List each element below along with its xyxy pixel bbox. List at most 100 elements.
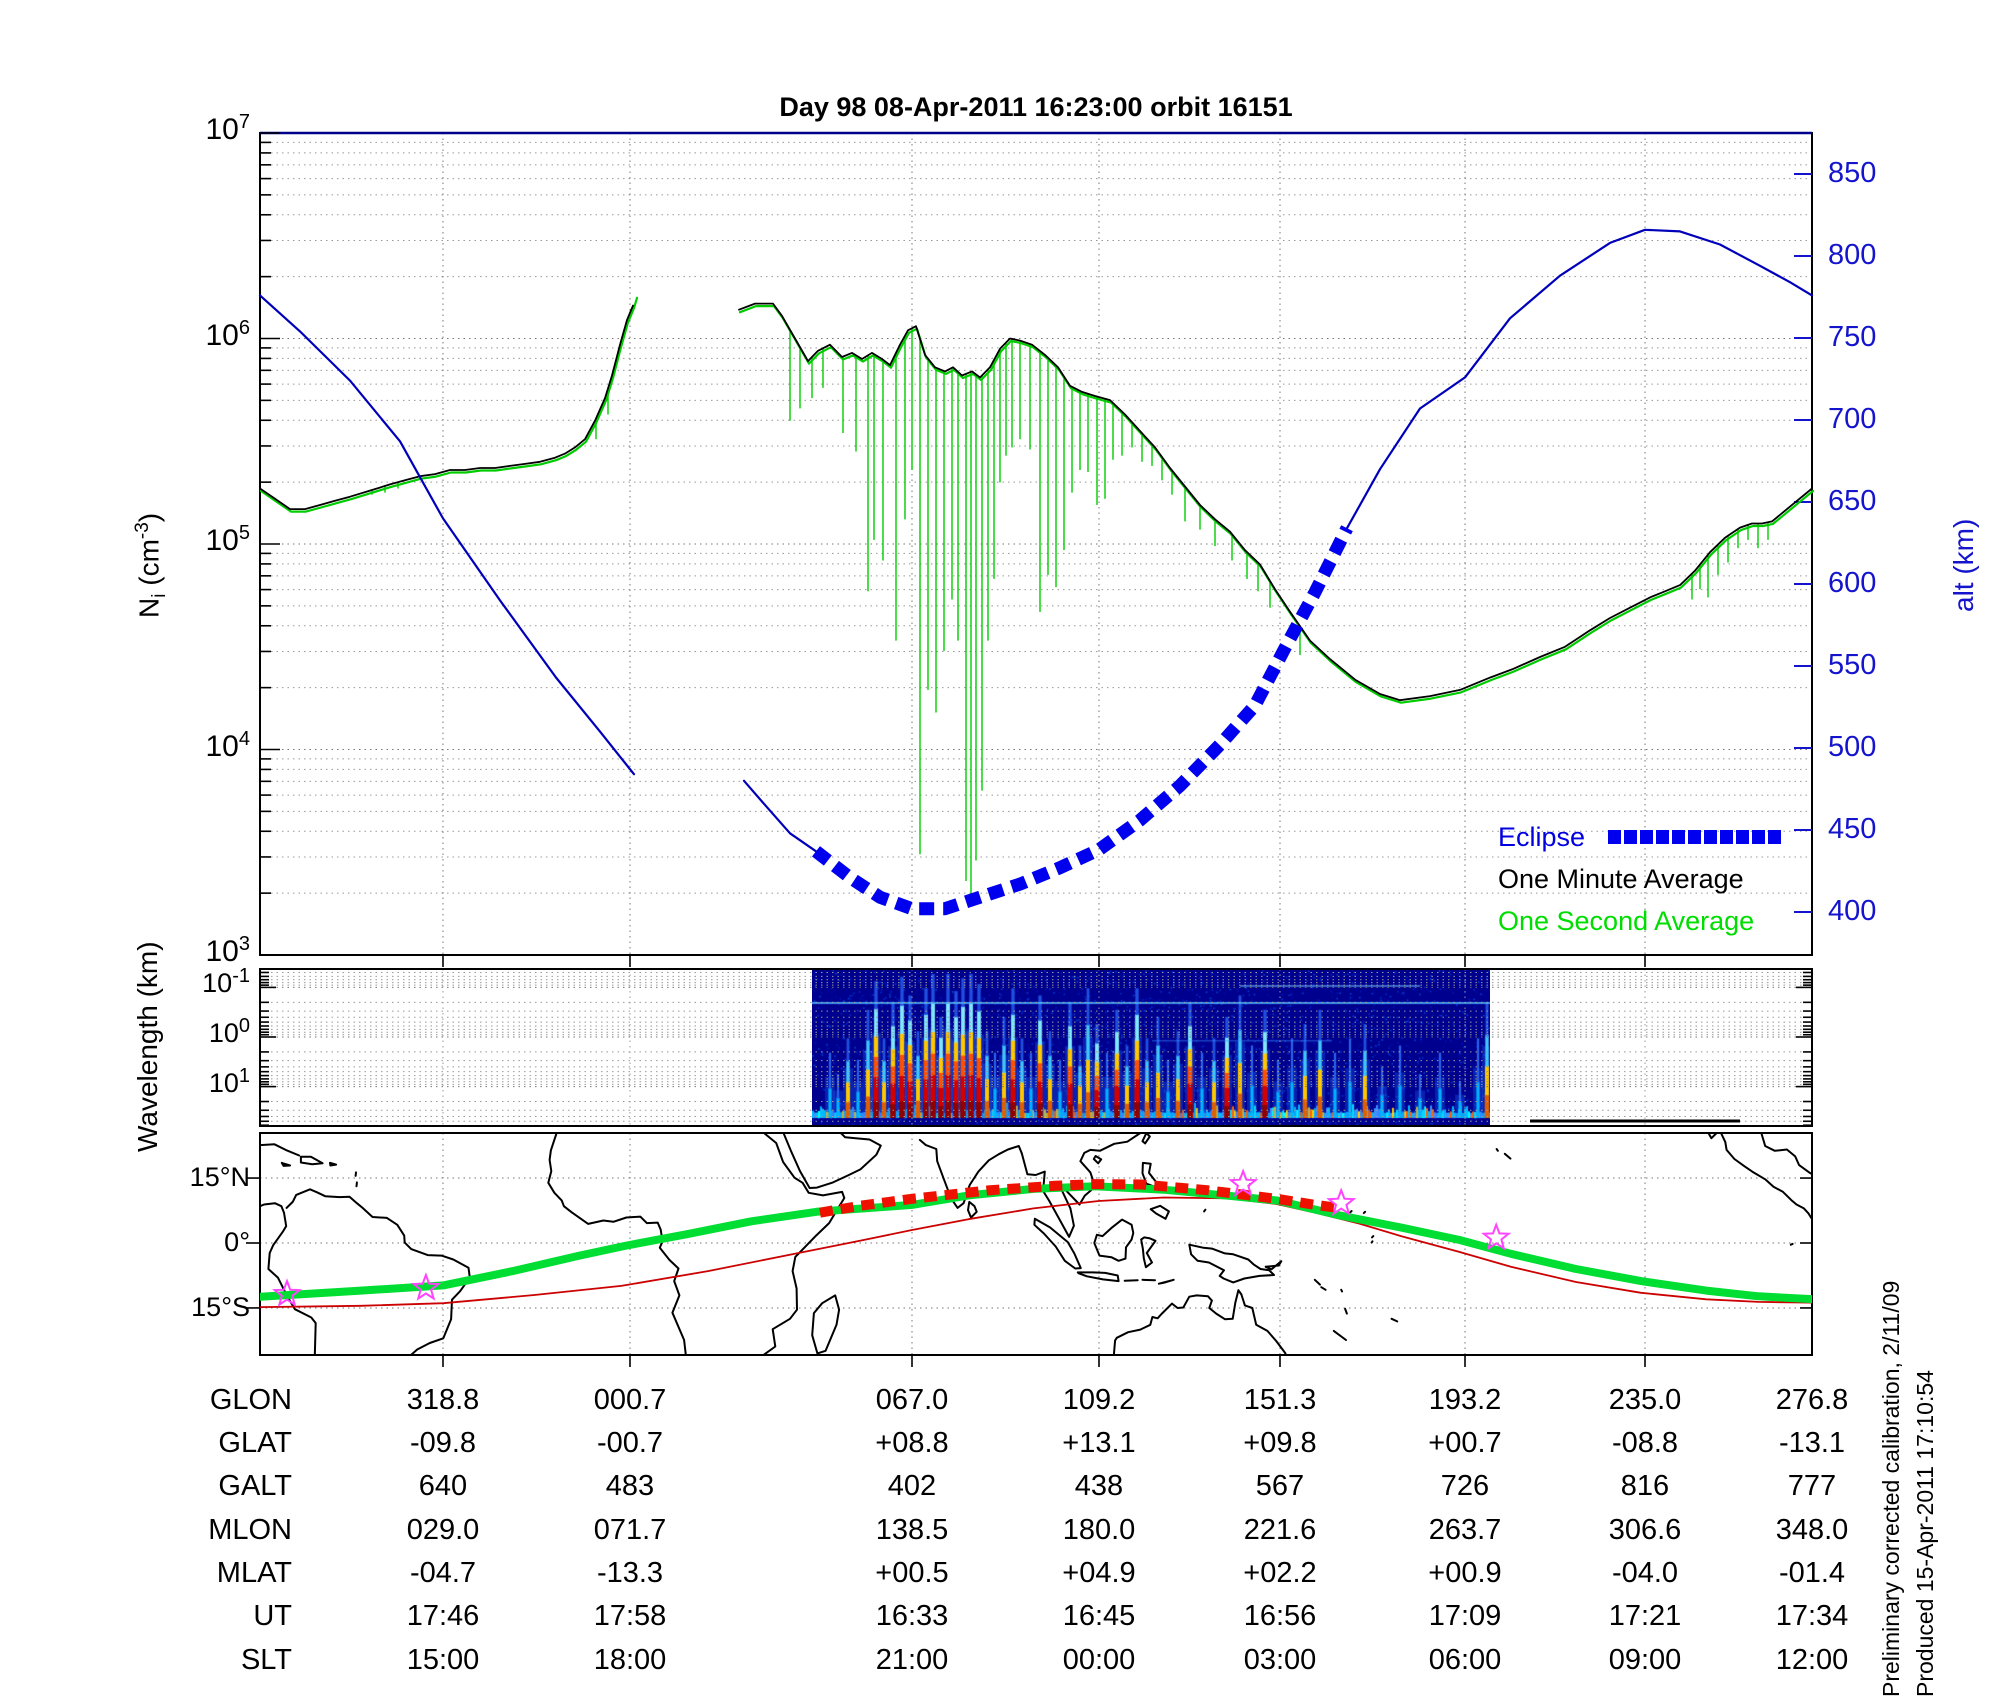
coastline (1141, 1133, 1151, 1145)
coastline (1503, 1152, 1512, 1160)
table-cell-GALT-6: 726 (1440, 1470, 1490, 1502)
table-cell-GLAT-5: +09.8 (1243, 1427, 1317, 1459)
table-row-label-UT: UT (253, 1600, 292, 1632)
table-row-label-SLT: SLT (240, 1644, 292, 1676)
coastline (1123, 1279, 1139, 1282)
table-cell-SLT-5: 03:00 (1243, 1644, 1317, 1676)
table-cell-MLON-6: 263.7 (1428, 1514, 1502, 1546)
spectrogram-canvas (812, 970, 1490, 1125)
coastline (1140, 1236, 1157, 1269)
map-lat-label-15°N: 15°N (189, 1162, 250, 1193)
ni-one-second-spikes (371, 328, 1769, 900)
left-axis-tick-10e4: 104 (205, 727, 251, 763)
coastline (1720, 1133, 1812, 1221)
table-cell-MLAT-6: +00.9 (1428, 1557, 1502, 1589)
orbit-star-marker (1481, 1221, 1512, 1251)
table-cell-GALT-7: 816 (1620, 1470, 1670, 1502)
coastline (1264, 1260, 1283, 1271)
altitude-curve-post (1345, 228, 1814, 530)
table-row-label-MLAT: MLAT (216, 1557, 292, 1589)
table-cell-GLON-4: 109.2 (1062, 1384, 1136, 1416)
table-cell-GALT-8: 777 (1787, 1470, 1837, 1502)
table-cell-GALT-1: 640 (418, 1470, 468, 1502)
ni-one-minute-average-wrap (259, 304, 634, 510)
left-axis-tick-10e7: 107 (205, 111, 251, 146)
table-cell-SLT-7: 09:00 (1608, 1644, 1682, 1676)
coastline (1340, 1288, 1344, 1293)
table-cell-MLON-5: 221.6 (1243, 1514, 1317, 1546)
table-cell-MLON-1: 029.0 (406, 1514, 480, 1546)
alt-axis-tick-400: 400 (1828, 895, 1877, 927)
alt-axis-tick-800: 800 (1828, 239, 1877, 271)
coastline (1390, 1317, 1399, 1323)
coastline (1332, 1329, 1347, 1341)
alt-axis-tick-600: 600 (1828, 567, 1877, 599)
table-cell-GLON-8: 276.8 (1775, 1384, 1849, 1416)
coastline (1313, 1278, 1321, 1286)
alt-axis-tick-850: 850 (1828, 157, 1877, 189)
table-cell-MLAT-2: -13.3 (596, 1557, 664, 1589)
table-cell-MLAT-5: +02.2 (1243, 1557, 1317, 1589)
table-cell-MLAT-1: -04.7 (409, 1557, 477, 1589)
table-cell-MLAT-3: +00.5 (875, 1557, 949, 1589)
table-row-label-GLAT: GLAT (218, 1427, 292, 1459)
alt-axis-tick-550: 550 (1828, 649, 1877, 681)
coastline (1349, 1210, 1353, 1214)
coastline (782, 1133, 882, 1189)
table-cell-GALT-5: 567 (1255, 1470, 1305, 1502)
coastline (280, 1161, 292, 1167)
left-axis-tick-10e3: 103 (205, 933, 251, 968)
alt-axis-tick-750: 750 (1828, 321, 1877, 353)
table-cell-GLAT-6: +00.7 (1428, 1427, 1502, 1459)
table-cell-SLT-1: 15:00 (406, 1644, 480, 1676)
mid-panel-border (259, 968, 1813, 1127)
coastline (1112, 1289, 1287, 1355)
wavelength-tick-10e0: 100 (208, 1015, 250, 1048)
altitude-curve-wrap (258, 294, 636, 776)
coastline (1149, 1204, 1170, 1220)
legend-eclipse-label: Eclipse (1498, 822, 1586, 852)
table-cell-MLON-2: 071.7 (593, 1514, 667, 1546)
orbit-star-marker (410, 1272, 442, 1301)
alt-axis-tick-700: 700 (1828, 403, 1877, 435)
table-cell-GLAT-1: -09.8 (409, 1427, 477, 1459)
coastline (1362, 1210, 1367, 1215)
coastline (1188, 1243, 1275, 1284)
table-cell-GALT-4: 438 (1074, 1470, 1124, 1502)
coastline (1789, 1242, 1794, 1246)
table-cell-MLAT-7: -04.0 (1611, 1557, 1679, 1589)
wavelength-tick-10e1: 101 (208, 1064, 250, 1098)
world-map (260, 1133, 1812, 1355)
coastline (1157, 1278, 1175, 1285)
table-cell-MLON-4: 180.0 (1062, 1514, 1136, 1546)
table-cell-MLON-7: 306.6 (1608, 1514, 1682, 1546)
coastline (967, 1200, 978, 1219)
table-cell-UT-7: 17:21 (1608, 1600, 1682, 1632)
coastline (1344, 1307, 1348, 1315)
legend-eclipse-dash-sample (1608, 830, 1781, 844)
right-axis-label: alt (km) (1948, 518, 1979, 612)
table-cell-MLAT-4: +04.9 (1062, 1557, 1136, 1589)
coastline (918, 1138, 1023, 1209)
map-lat-label-15°S: 15°S (191, 1291, 250, 1322)
ni-one-minute-average-main (738, 302, 1813, 702)
table-cell-GLAT-2: -00.7 (596, 1427, 664, 1459)
eclipse-altitude-dash (812, 525, 1353, 916)
table-cell-UT-3: 16:33 (875, 1600, 949, 1632)
orbit-star-marker (272, 1278, 303, 1307)
coastline (1033, 1217, 1082, 1270)
table-cell-UT-4: 16:45 (1062, 1600, 1136, 1632)
alt-axis-tick-450: 450 (1828, 813, 1877, 845)
table-cell-UT-5: 16:56 (1243, 1600, 1317, 1632)
map-panel-border (259, 1132, 1813, 1356)
table-cell-SLT-6: 06:00 (1428, 1644, 1502, 1676)
coastline (1320, 1286, 1327, 1291)
orbit-star-marker (1326, 1187, 1357, 1217)
left-axis-tick-10e5: 105 (205, 522, 251, 557)
table-cell-UT-8: 17:34 (1775, 1600, 1849, 1632)
coastline (1370, 1240, 1374, 1244)
altitude-curve-pre (742, 779, 818, 853)
coastline (1092, 1155, 1103, 1165)
coastline (1707, 1133, 1718, 1140)
